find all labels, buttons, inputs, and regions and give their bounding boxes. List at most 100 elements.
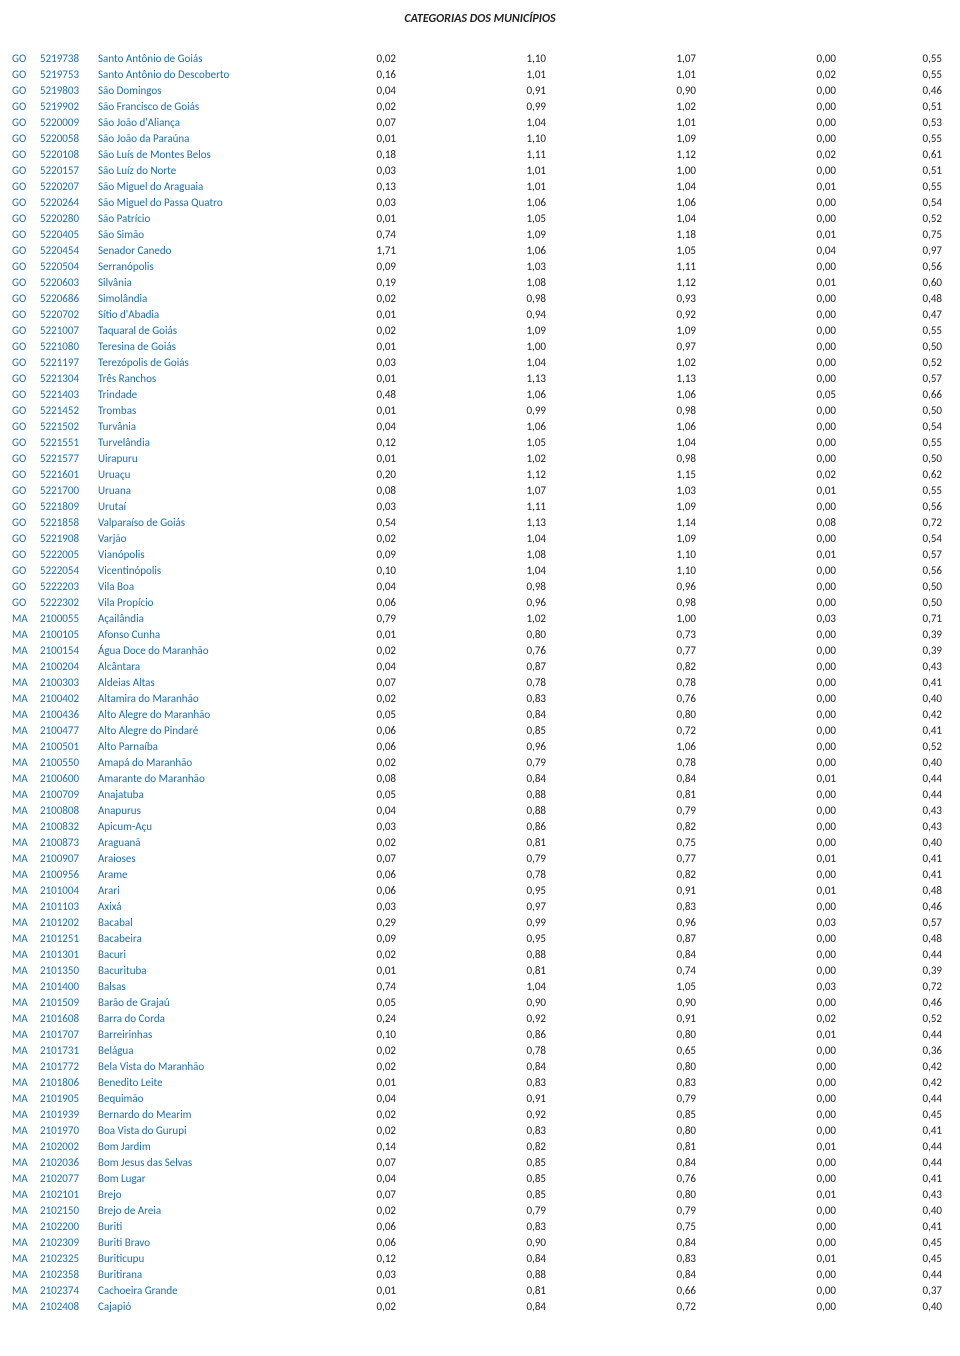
cell-v2: 1,06 [446,418,596,434]
page-title: CATEGORIAS DOS MUNICÍPIOS [10,12,950,26]
cell-v5: 0,48 [886,882,956,898]
cell-v5: 0,55 [886,178,956,194]
cell-v2: 1,04 [446,978,596,994]
cell-v2: 0,97 [446,898,596,914]
municipios-table: GO5219738Santo Antônio de Goiás0,021,101… [10,50,960,1314]
cell-flag: F [956,162,960,178]
table-row: GO5221908Varjão0,021,041,090,000,54F [10,530,960,546]
cell-flag: F [956,978,960,994]
cell-v3: 0,90 [596,994,746,1010]
cell-v2: 0,91 [446,82,596,98]
cell-v1: 0,06 [316,722,446,738]
table-row: GO5220108São Luís de Montes Belos0,181,1… [10,146,960,162]
table-row: GO5220157São Luíz do Norte0,031,011,000,… [10,162,960,178]
cell-v1: 0,04 [316,418,446,434]
cell-flag: F [956,274,960,290]
cell-uf: GO [10,338,38,354]
cell-name: Bacabeira [96,930,316,946]
cell-v3: 0,76 [596,690,746,706]
cell-v5: 0,41 [886,722,956,738]
table-row: GO5220058São João da Paraúna0,011,101,09… [10,130,960,146]
cell-flag: F [956,882,960,898]
table-row: MA2100832Apicum-Açu0,030,860,820,000,43F [10,818,960,834]
cell-v2: 0,94 [446,306,596,322]
cell-v3: 0,96 [596,578,746,594]
cell-uf: GO [10,466,38,482]
table-row: MA2101806Benedito Leite0,010,830,830,000… [10,1074,960,1090]
cell-uf: GO [10,354,38,370]
cell-v1: 0,01 [316,962,446,978]
cell-v4: 0,00 [746,1202,886,1218]
cell-code: 2101400 [38,978,96,994]
cell-name: Alcântara [96,658,316,674]
cell-name: Buriti Bravo [96,1234,316,1250]
cell-name: Trombas [96,402,316,418]
cell-name: Bela Vista do Maranhão [96,1058,316,1074]
cell-v1: 0,04 [316,658,446,674]
cell-uf: GO [10,178,38,194]
cell-v4: 0,01 [746,850,886,866]
cell-v1: 0,01 [316,370,446,386]
cell-v1: 0,07 [316,674,446,690]
cell-v2: 1,11 [446,498,596,514]
cell-flag: F [956,818,960,834]
cell-v1: 0,16 [316,66,446,82]
cell-v2: 1,12 [446,466,596,482]
cell-uf: MA [10,930,38,946]
cell-code: 2101806 [38,1074,96,1090]
cell-v3: 0,82 [596,658,746,674]
cell-v2: 1,02 [446,450,596,466]
cell-v4: 0,00 [746,834,886,850]
cell-name: Alto Alegre do Pindaré [96,722,316,738]
cell-v3: 0,80 [596,1058,746,1074]
table-row: MA2102374Cachoeira Grande0,010,810,660,0… [10,1282,960,1298]
cell-v3: 0,82 [596,866,746,882]
cell-v3: 0,79 [596,1090,746,1106]
cell-uf: GO [10,594,38,610]
cell-flag: F [956,1202,960,1218]
cell-v3: 1,12 [596,274,746,290]
cell-v5: 0,54 [886,530,956,546]
cell-flag: F [956,370,960,386]
cell-v1: 0,01 [316,626,446,642]
cell-flag: F [956,722,960,738]
cell-v4: 0,05 [746,386,886,402]
cell-v5: 0,53 [886,114,956,130]
cell-v1: 0,12 [316,434,446,450]
cell-v2: 1,05 [446,210,596,226]
cell-uf: MA [10,1250,38,1266]
cell-v2: 0,81 [446,962,596,978]
cell-v1: 0,04 [316,578,446,594]
table-row: MA2100808Anapurus0,040,880,790,000,43F [10,802,960,818]
cell-uf: GO [10,210,38,226]
cell-v3: 1,01 [596,114,746,130]
table-row: GO5221809Urutaí0,031,111,090,000,56F [10,498,960,514]
cell-v5: 0,41 [886,674,956,690]
cell-v4: 0,01 [746,1138,886,1154]
table-row: MA2101301Bacuri0,020,880,840,000,44F [10,946,960,962]
cell-uf: MA [10,1234,38,1250]
cell-v5: 0,48 [886,930,956,946]
cell-code: 5221700 [38,482,96,498]
cell-flag: F [956,1298,960,1314]
cell-code: 5220280 [38,210,96,226]
cell-v1: 0,05 [316,994,446,1010]
cell-v1: 0,02 [316,98,446,114]
cell-v2: 1,06 [446,194,596,210]
table-row: MA2101731Belágua0,020,780,650,000,36F [10,1042,960,1058]
cell-v4: 0,08 [746,514,886,530]
cell-v5: 0,42 [886,1074,956,1090]
cell-flag: F [956,530,960,546]
cell-v1: 0,03 [316,354,446,370]
cell-v3: 0,76 [596,1170,746,1186]
cell-v1: 0,03 [316,898,446,914]
cell-v5: 0,44 [886,1266,956,1282]
cell-code: 2102309 [38,1234,96,1250]
cell-v2: 0,81 [446,1282,596,1298]
cell-v4: 0,01 [746,178,886,194]
cell-v1: 0,04 [316,802,446,818]
cell-v5: 0,55 [886,66,956,82]
cell-code: 2100873 [38,834,96,850]
cell-code: 5221197 [38,354,96,370]
cell-v1: 0,09 [316,930,446,946]
